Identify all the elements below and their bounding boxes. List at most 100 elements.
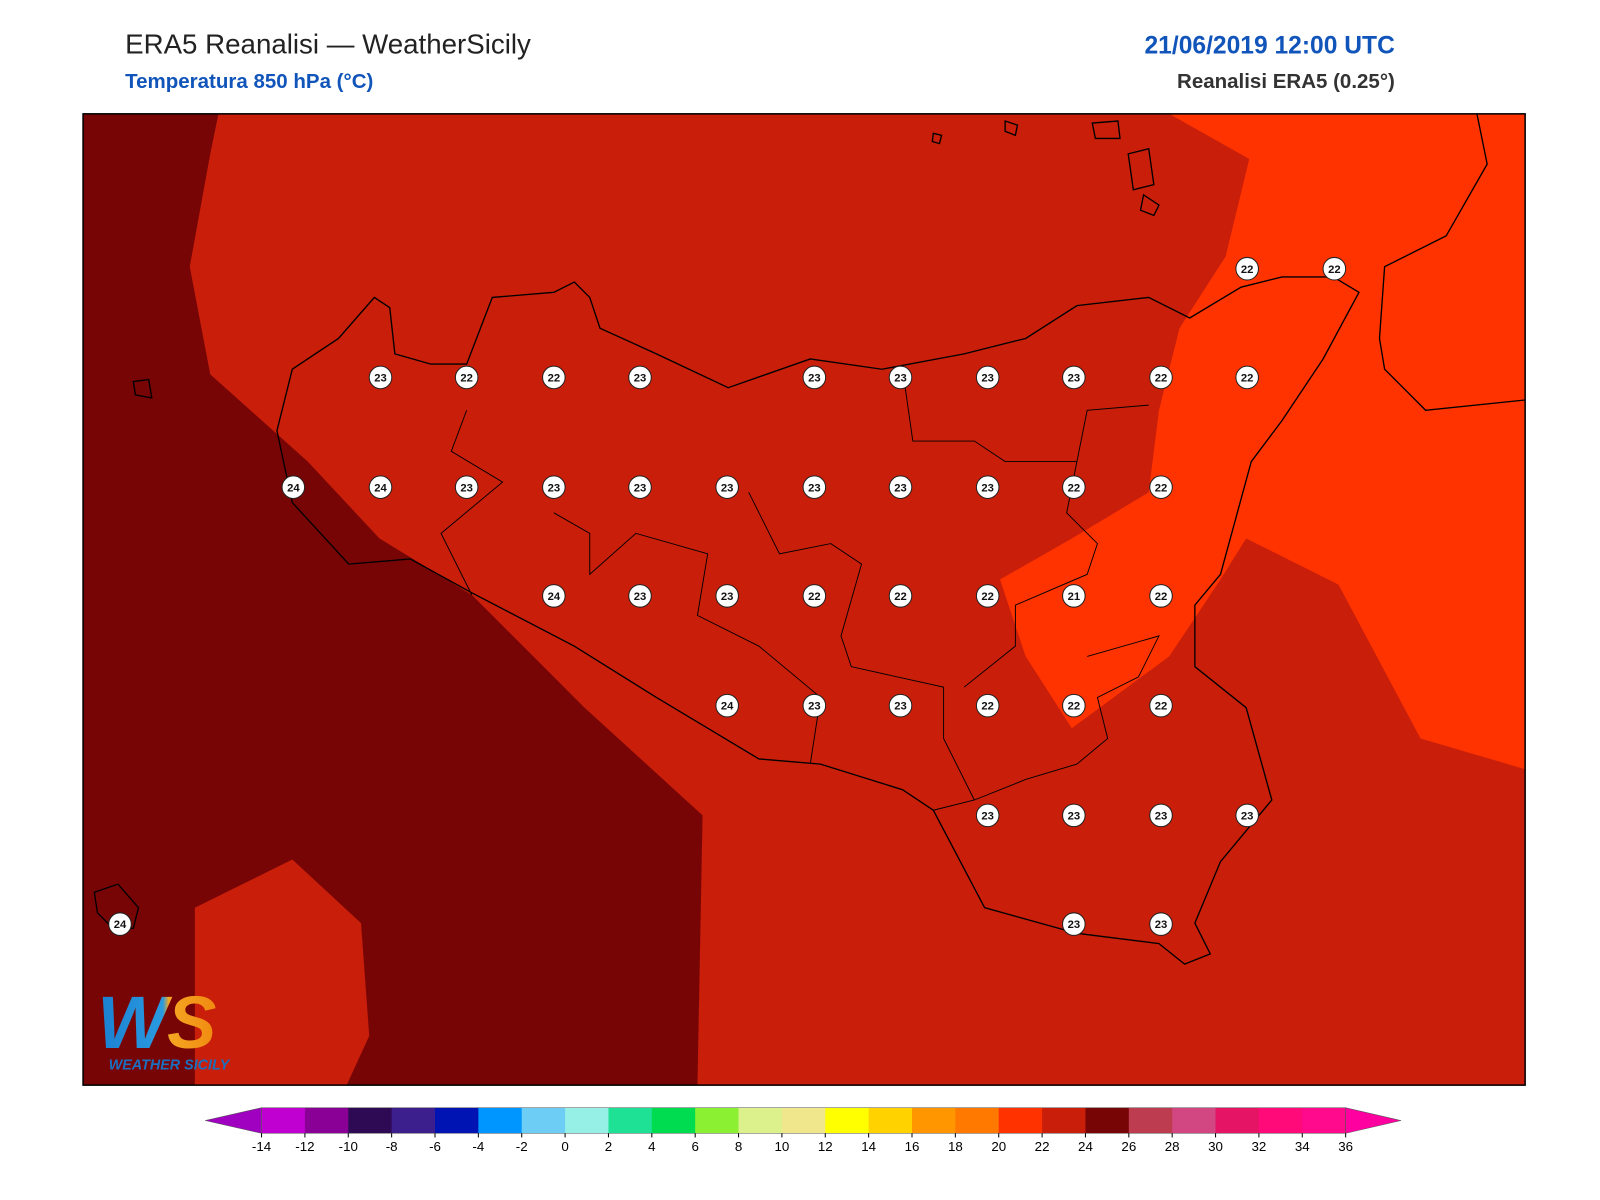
stations: 22 22 23 22 22 23 23 23 23 23 22 22 24 24 23 23 23 23 23 23… bbox=[108, 256, 1347, 936]
station-marker bbox=[802, 584, 827, 608]
station-marker bbox=[888, 584, 913, 608]
colorbar-tick-label: -8 bbox=[386, 1139, 398, 1154]
station-label: 22 bbox=[981, 701, 994, 713]
colorbar-under bbox=[205, 1107, 262, 1134]
colorbar-tick-label: 6 bbox=[691, 1139, 698, 1154]
colorbar-bin bbox=[695, 1107, 740, 1134]
station-marker bbox=[368, 365, 393, 390]
colorbar-tick-label: 32 bbox=[1251, 1139, 1266, 1154]
colorbar-tick-label: 20 bbox=[991, 1139, 1006, 1154]
colorbar-bin bbox=[608, 1107, 653, 1134]
station-label: 23 bbox=[548, 482, 561, 494]
station-marker bbox=[1149, 475, 1173, 499]
station-label: 23 bbox=[1155, 919, 1168, 931]
colorbar-bin bbox=[1302, 1107, 1347, 1134]
region-warm bbox=[83, 113, 703, 1086]
station-marker bbox=[802, 693, 827, 718]
station-marker bbox=[1235, 803, 1259, 828]
station-marker bbox=[1149, 693, 1173, 718]
colorbar-bin bbox=[651, 1107, 696, 1134]
station-marker bbox=[975, 475, 1000, 499]
station-marker bbox=[802, 475, 827, 499]
station-label: 22 bbox=[894, 591, 907, 603]
colorbar-tick-label: -2 bbox=[516, 1139, 528, 1154]
colorbar-bin bbox=[998, 1107, 1043, 1134]
colorbar-tick-label: 28 bbox=[1165, 1139, 1180, 1154]
colorbar: -14 -12 -10 -8 -6 -4 -2 0 2 4 6 8 10 12 14 16 18 20 22 24 26… bbox=[205, 1107, 1402, 1154]
station-label: 24 bbox=[374, 482, 387, 494]
station-marker bbox=[1062, 912, 1086, 936]
station-marker bbox=[1235, 256, 1259, 281]
colorbar-tick-label: 4 bbox=[648, 1139, 656, 1154]
station-label: 23 bbox=[808, 482, 821, 494]
station-marker bbox=[975, 693, 1000, 718]
station-label: 23 bbox=[981, 373, 994, 385]
colorbar-over bbox=[1345, 1107, 1402, 1134]
station-marker bbox=[628, 365, 652, 390]
station-label: 23 bbox=[721, 482, 734, 494]
colorbar-tick-label: 24 bbox=[1078, 1139, 1093, 1154]
station-label: 23 bbox=[981, 482, 994, 494]
station-label: 22 bbox=[1241, 373, 1254, 385]
station-label: 22 bbox=[460, 373, 473, 385]
station-label: 22 bbox=[1155, 591, 1168, 603]
province-borders bbox=[440, 369, 1160, 811]
colorbar-bin bbox=[955, 1107, 1000, 1134]
colorbar-tick-label: 36 bbox=[1338, 1139, 1353, 1154]
station-marker bbox=[542, 365, 566, 390]
region-cool bbox=[999, 113, 1526, 770]
colorbar-bin bbox=[261, 1107, 306, 1134]
map-frame bbox=[82, 113, 1526, 1086]
colorbar-tick-label: 14 bbox=[861, 1139, 876, 1154]
map-source: Reanalisi ERA5 (0.25°) bbox=[1177, 70, 1395, 93]
station-label: 23 bbox=[460, 482, 473, 494]
station-marker bbox=[1062, 584, 1086, 608]
colorbar-bin bbox=[1215, 1107, 1260, 1134]
station-label: 22 bbox=[981, 591, 994, 603]
station-label: 23 bbox=[634, 591, 647, 603]
station-label: 23 bbox=[1068, 373, 1081, 385]
station-label: 22 bbox=[1155, 482, 1168, 494]
colorbar-bin bbox=[1042, 1107, 1086, 1134]
colorbar-tick-label: 18 bbox=[948, 1139, 963, 1154]
station-label: 22 bbox=[1328, 264, 1341, 276]
station-marker bbox=[1062, 803, 1086, 828]
colorbar-bin bbox=[304, 1107, 349, 1134]
logo-name: WEATHER SICILY bbox=[109, 1058, 231, 1074]
station-label: 24 bbox=[114, 919, 127, 931]
colorbar-tick-label: 34 bbox=[1295, 1139, 1310, 1154]
station-label: 22 bbox=[1068, 482, 1081, 494]
station-label: 22 bbox=[1241, 264, 1254, 276]
station-marker bbox=[715, 475, 739, 499]
colorbar-tick-label: 26 bbox=[1121, 1139, 1136, 1154]
station-label: 23 bbox=[1155, 810, 1168, 822]
station-label: 24 bbox=[287, 482, 300, 494]
station-label: 23 bbox=[808, 701, 821, 713]
colorbar-tick-label: 12 bbox=[818, 1139, 833, 1154]
station-label: 23 bbox=[894, 373, 907, 385]
colorbar-tick-label: -4 bbox=[472, 1139, 484, 1154]
station-label: 23 bbox=[634, 373, 647, 385]
station-marker bbox=[1062, 693, 1086, 718]
colorbar-tick-label: 2 bbox=[605, 1139, 612, 1154]
station-marker bbox=[715, 584, 739, 608]
station-label: 24 bbox=[721, 701, 734, 713]
colorbar-tick-label: 22 bbox=[1035, 1139, 1050, 1154]
station-label: 22 bbox=[808, 591, 821, 603]
station-label: 22 bbox=[548, 373, 561, 385]
colorbar-bin bbox=[391, 1107, 436, 1134]
colorbar-tick-label: 0 bbox=[561, 1139, 568, 1154]
station-marker bbox=[715, 693, 739, 718]
station-label: 23 bbox=[1068, 919, 1081, 931]
station-label: 23 bbox=[981, 810, 994, 822]
station-marker bbox=[888, 475, 913, 499]
map-datetime: 21/06/2019 12:00 UTC bbox=[1144, 32, 1395, 59]
station-label: 23 bbox=[1068, 810, 1081, 822]
colorbar-bin bbox=[521, 1107, 566, 1134]
colorbar-bin bbox=[434, 1107, 479, 1134]
station-label: 23 bbox=[1241, 810, 1254, 822]
station-marker bbox=[454, 365, 479, 390]
station-marker bbox=[1149, 912, 1173, 936]
station-label: 21 bbox=[1068, 591, 1081, 603]
